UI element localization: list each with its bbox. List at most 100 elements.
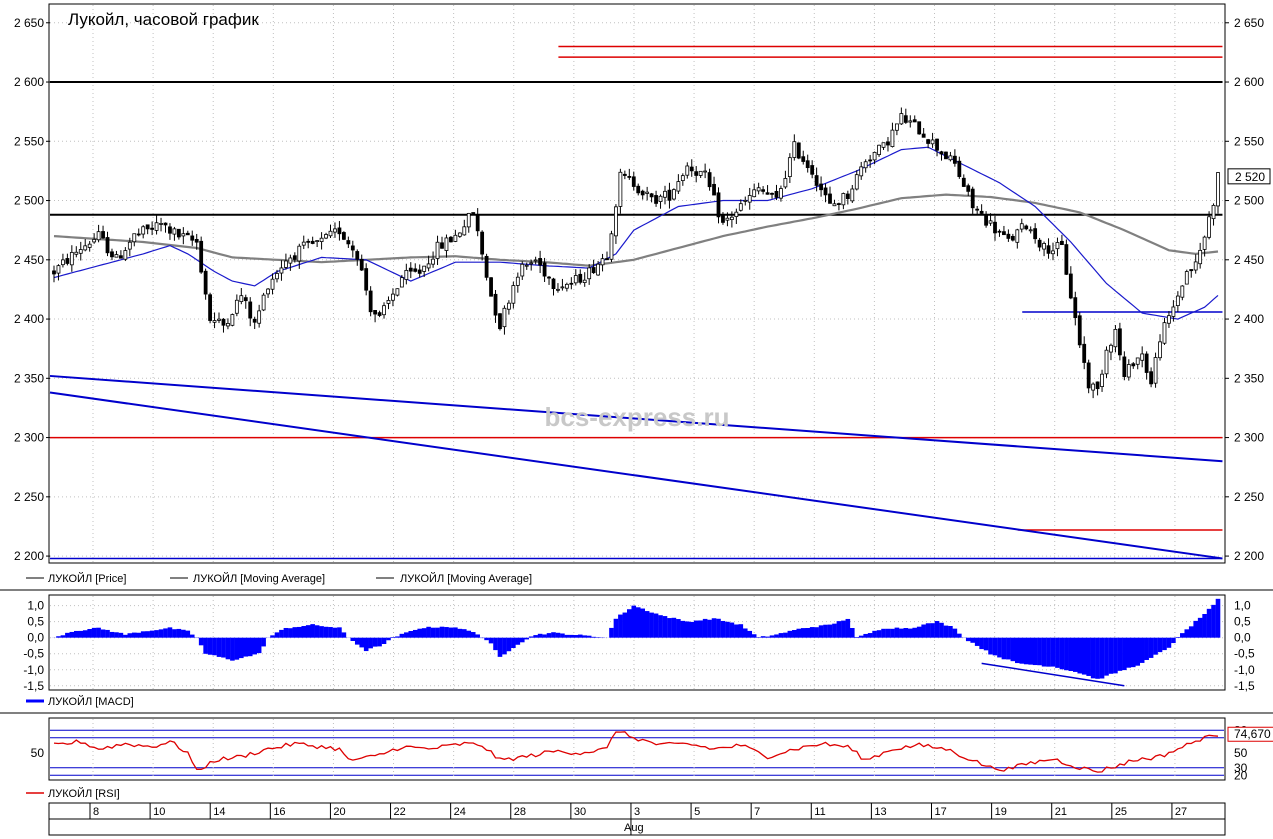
candle-body (850, 188, 855, 202)
candle-body (261, 294, 266, 311)
y-tick-label-right: 2 450 (1234, 253, 1264, 267)
candle-body (774, 190, 779, 198)
candle-body (226, 323, 230, 327)
candle-body (845, 193, 850, 200)
candle-body (908, 120, 913, 123)
candle-body (391, 293, 395, 301)
candle-body (395, 288, 400, 296)
candle-body (1033, 228, 1038, 240)
price-legend: ЛУКОЙЛ [Price] ЛУКОЙЛ [Moving Average] Л… (26, 572, 532, 585)
candle-body (1126, 364, 1131, 378)
y-tick-label-right: 2 250 (1234, 490, 1264, 504)
candle-body (1167, 315, 1171, 324)
candle-body (350, 245, 355, 251)
candle-body (578, 273, 583, 283)
candle-body (765, 192, 770, 195)
candle-body (105, 237, 110, 254)
candle-body (150, 227, 155, 230)
candle-body (881, 142, 886, 148)
macd-y-tick-right: -0,5 (1234, 647, 1255, 661)
candle-body (614, 206, 618, 237)
candle-body (315, 240, 320, 242)
candle-body (118, 255, 123, 259)
candle-body (1042, 243, 1046, 250)
x-tick-label: 14 (213, 806, 225, 818)
candle-body (1051, 250, 1055, 255)
macd-trendline (981, 662, 1125, 687)
candle-body (1144, 353, 1149, 373)
candle-body (1077, 315, 1082, 346)
y-tick-label-right: 2 500 (1234, 194, 1264, 208)
legend-price: ЛУКОЙЛ [Price] (48, 572, 126, 585)
y-tick-label-right: 2 300 (1234, 431, 1264, 445)
candle-body (243, 297, 248, 302)
candle-body (431, 258, 435, 265)
candle-body (163, 222, 168, 226)
candle-body (587, 267, 592, 280)
candle-body (1095, 381, 1100, 390)
candle-body (1068, 273, 1073, 299)
candle-body (1109, 344, 1113, 353)
candle-body (284, 260, 288, 268)
candle-body (127, 241, 132, 250)
candle-body (176, 228, 181, 238)
price-pane (48, 3, 1226, 564)
y-tick-label-right: 2 200 (1234, 549, 1264, 563)
candle-body (1216, 172, 1220, 207)
candle-body (569, 282, 574, 285)
candle-body (694, 171, 699, 176)
macd-y-tick-left: 1,0 (27, 599, 44, 613)
rsi-y-tick-right: 74,670 (1234, 727, 1271, 741)
candle-body (542, 262, 547, 277)
rsi-pane (48, 717, 1226, 781)
candle-body (248, 301, 253, 319)
candle-body (333, 228, 337, 233)
candle-body (796, 142, 801, 159)
candle-body (823, 187, 828, 196)
candle-body (1189, 269, 1194, 272)
candle-body (533, 259, 538, 262)
candle-body (930, 139, 935, 145)
x-tick-label: 20 (333, 806, 345, 818)
candle-body (61, 259, 65, 266)
x-tick-label: 25 (1115, 806, 1127, 818)
candle-body (854, 174, 859, 190)
candle-body (912, 119, 917, 123)
candle-body (805, 160, 810, 169)
x-tick-label: 7 (754, 806, 760, 818)
candle-body (1091, 383, 1096, 391)
y-tick-label-right: 2 650 (1234, 16, 1264, 30)
y-tick-label-left: 2 600 (14, 75, 44, 89)
candle-body (422, 265, 427, 272)
last-price-box (1227, 168, 1271, 185)
last-price-label: 2 520 (1235, 170, 1265, 184)
candle-body (275, 273, 279, 280)
candle-body (101, 231, 105, 239)
legend-rsi: ЛУКОЙЛ [RSI] (48, 787, 120, 800)
candle-body (676, 181, 681, 192)
candle-body (672, 189, 676, 200)
candle-body (859, 166, 864, 177)
candle-body (1073, 297, 1078, 319)
candle-body (1006, 233, 1011, 239)
candle-body (1055, 242, 1060, 250)
candle-body (114, 254, 119, 258)
legend-macd: ЛУКОЙЛ [MACD] (48, 695, 134, 708)
candle-body (591, 267, 596, 274)
y-tick-label-left: 2 650 (14, 16, 44, 30)
candle-body (1184, 271, 1189, 285)
candle-body (863, 161, 868, 169)
candle-body (810, 165, 815, 175)
candle-body (288, 257, 293, 264)
candle-body (159, 223, 163, 225)
candle-body (560, 286, 565, 289)
x-tick-label: 24 (454, 806, 466, 818)
price-grid (50, 5, 1224, 562)
candle-body (239, 295, 244, 302)
candle-body (324, 234, 328, 239)
candle-body (547, 276, 551, 279)
candle-body (132, 233, 137, 243)
candle-body (939, 151, 944, 155)
candle-body (341, 232, 346, 240)
